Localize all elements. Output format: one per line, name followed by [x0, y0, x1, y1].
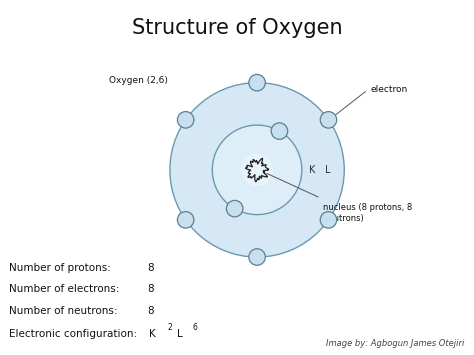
Text: K: K — [309, 165, 315, 175]
Circle shape — [170, 83, 344, 257]
Text: K: K — [149, 329, 156, 339]
Text: Number of protons:: Number of protons: — [9, 263, 111, 273]
Circle shape — [249, 75, 265, 91]
Text: Image by: Agbogun James Otejiri: Image by: Agbogun James Otejiri — [326, 339, 465, 348]
Circle shape — [271, 123, 288, 139]
Text: 8: 8 — [147, 284, 154, 294]
Text: electron: electron — [370, 85, 408, 94]
Text: L: L — [177, 329, 182, 339]
Text: 6: 6 — [193, 323, 198, 332]
Text: 8: 8 — [147, 306, 154, 316]
Circle shape — [212, 125, 302, 215]
Text: Number of electrons:: Number of electrons: — [9, 284, 120, 294]
Text: 2: 2 — [167, 323, 172, 332]
Circle shape — [177, 212, 194, 228]
Text: Oxygen (2,6): Oxygen (2,6) — [109, 76, 167, 85]
Circle shape — [320, 111, 337, 128]
Text: Number of neutrons:: Number of neutrons: — [9, 306, 118, 316]
Circle shape — [227, 200, 243, 217]
Text: Structure of Oxygen: Structure of Oxygen — [132, 18, 342, 38]
Text: L: L — [326, 165, 331, 175]
Text: Electronic configuration:: Electronic configuration: — [9, 329, 137, 339]
Circle shape — [241, 154, 273, 186]
Text: 8: 8 — [147, 263, 154, 273]
Circle shape — [249, 249, 265, 265]
Circle shape — [320, 212, 337, 228]
Text: nucleus (8 protons, 8
neutrons): nucleus (8 protons, 8 neutrons) — [323, 203, 412, 223]
Circle shape — [177, 111, 194, 128]
